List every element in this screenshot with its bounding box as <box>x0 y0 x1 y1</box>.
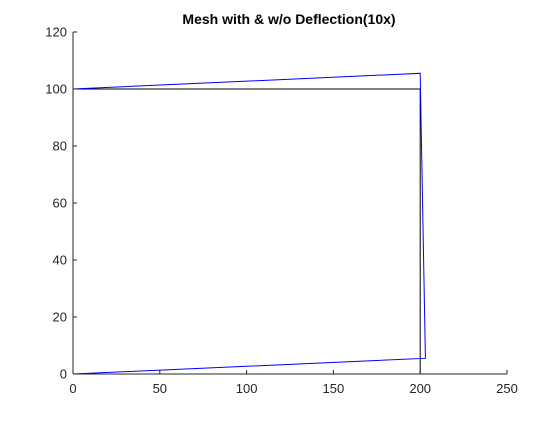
series-line-2 <box>72 72 426 375</box>
x-tick-label: 100 <box>236 381 258 396</box>
y-tick-label: 0 <box>60 367 67 382</box>
x-tick-label: 200 <box>409 381 431 396</box>
x-tick-label: 150 <box>323 381 345 396</box>
chart-title: Mesh with & w/o Deflection(10x) <box>182 11 395 27</box>
y-tick-label: 40 <box>53 253 67 268</box>
series-layer <box>72 72 426 375</box>
y-tick-label: 60 <box>53 196 67 211</box>
x-tick-label: 0 <box>69 381 76 396</box>
x-tick-label: 250 <box>496 381 518 396</box>
x-tick-label: 50 <box>153 381 167 396</box>
y-tick-label: 20 <box>53 310 67 325</box>
y-tick-label: 120 <box>45 25 67 40</box>
axes-layer: 0 50 100 150 200 250 0 20 40 60 80 100 120 <box>45 25 518 397</box>
y-tick-label: 80 <box>53 139 67 154</box>
y-tick-label: 100 <box>45 82 67 97</box>
series-line-1 <box>72 88 421 375</box>
